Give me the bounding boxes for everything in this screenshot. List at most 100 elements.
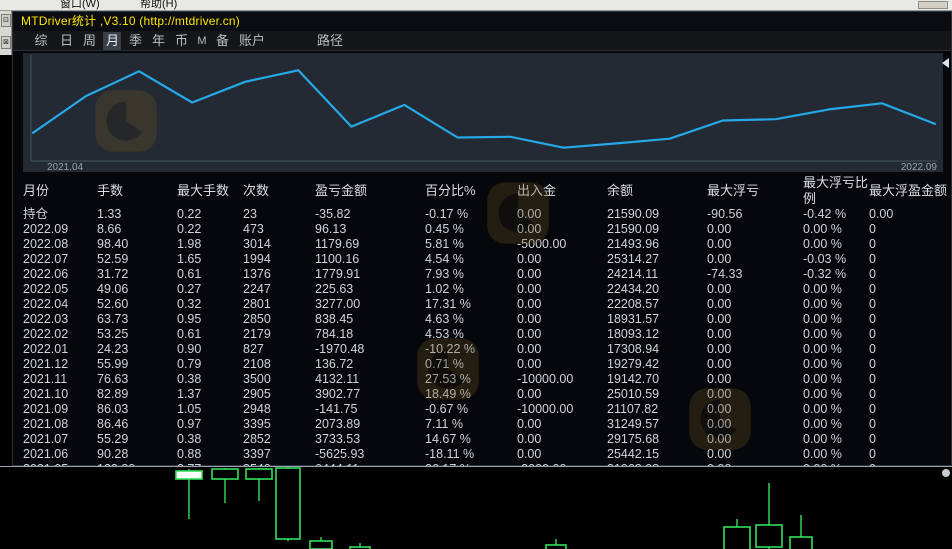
- chart-corner-handle-icon[interactable]: [942, 469, 950, 477]
- table-cell: 0.90: [177, 342, 202, 356]
- menu-item-help[interactable]: 帮助(H): [140, 0, 178, 10]
- table-row[interactable]: 2022.01 24.23 0.90 827 -1970.48 -10.22 % 0.00 1…: [23, 342, 952, 357]
- table-cell: 225.63: [315, 282, 354, 296]
- col-max-lots[interactable]: 最大手数: [177, 183, 230, 198]
- col-lots[interactable]: 手数: [97, 183, 124, 198]
- table-row[interactable]: 2021.09 86.03 1.05 2948 -141.75 -0.67 % -10000…: [23, 402, 952, 417]
- table-cell: 0.00 %: [803, 357, 842, 371]
- table-cell: 98.40: [97, 237, 129, 251]
- table-cell: 0.00: [707, 282, 732, 296]
- candle-body: [309, 540, 333, 549]
- statistics-table-container[interactable]: 月份 手数 最大手数 次数 盈亏金额 百分比% 出入金 余额 最大浮亏 最大浮亏…: [23, 175, 952, 511]
- chart-scroll-handle-icon[interactable]: [942, 58, 949, 68]
- table-cell: 0: [869, 312, 876, 326]
- col-month[interactable]: 月份: [23, 183, 50, 198]
- table-cell: 19142.70: [607, 372, 660, 386]
- left-gutter-toolbar: ⊡ ⊠: [0, 11, 12, 55]
- table-cell: 31.72: [97, 267, 129, 281]
- tab-ji[interactable]: 季: [129, 33, 143, 48]
- table-row[interactable]: 2021.06 90.28 0.88 3397 -5625.93 -18.11 % 0.00…: [23, 447, 952, 462]
- mtdriver-panel: MTDriver统计 ,V3.10 (http://mtdriver.cn) 综…: [12, 11, 952, 511]
- table-row[interactable]: 2021.08 86.46 0.97 3395 2073.89 7.11 % 0.00 312…: [23, 417, 952, 432]
- panel-titlebar: MTDriver统计 ,V3.10 (http://mtdriver.cn): [13, 12, 951, 31]
- tab-bi[interactable]: 币: [175, 33, 189, 48]
- table-row[interactable]: 2022.07 52.59 1.65 1994 1100.16 4.54 % 0.00 253…: [23, 252, 952, 267]
- table-cell: 0.00 %: [803, 387, 842, 401]
- col-count[interactable]: 次数: [243, 183, 270, 198]
- table-cell: 2022.07: [23, 252, 69, 266]
- table-cell: 2905: [243, 387, 271, 401]
- table-cell: 2850: [243, 312, 271, 326]
- table-row[interactable]: 2021.11 76.63 0.38 3500 4132.11 27.53 % -10000…: [23, 372, 952, 387]
- table-cell: 19279.42: [607, 357, 660, 371]
- table-cell: 86.46: [97, 417, 129, 431]
- table-cell: 0.88: [177, 447, 202, 461]
- menu-item-window[interactable]: 窗口(W): [60, 0, 100, 10]
- tab-yue[interactable]: 月: [103, 32, 121, 50]
- tab-nian[interactable]: 年: [152, 33, 166, 48]
- table-row[interactable]: 2021.12 55.99 0.79 2108 136.72 0.71 % 0.00 1927…: [23, 357, 952, 372]
- table-cell: 0: [869, 252, 876, 266]
- table-cell: 17.31 %: [425, 297, 471, 311]
- tab-bei[interactable]: 备: [216, 33, 230, 48]
- table-cell: 0.95: [177, 312, 202, 326]
- table-cell: 25442.15: [607, 447, 660, 461]
- col-percent[interactable]: 百分比%: [425, 183, 476, 198]
- table-cell: 1994: [243, 252, 271, 266]
- table-row[interactable]: 2021.10 82.89 1.37 2905 3902.77 18.49 % 0.00 25…: [23, 387, 952, 402]
- table-row[interactable]: 2022.03 63.73 0.95 2850 838.45 4.63 % 0.00 1893…: [23, 312, 952, 327]
- table-row[interactable]: 2022.04 52.60 0.32 2801 3277.00 17.31 % 0.00 22…: [23, 297, 952, 312]
- table-row[interactable]: 2022.02 53.25 0.61 2179 784.18 4.53 % 0.00 1809…: [23, 327, 952, 342]
- col-max-drawdown-pct[interactable]: 最大浮亏比例: [803, 175, 869, 206]
- table-cell: 0.00: [517, 312, 542, 326]
- table-cell: 3733.53: [315, 432, 361, 446]
- equity-chart[interactable]: 2021.04 2022.09: [23, 53, 949, 173]
- table-cell: 3395: [243, 417, 271, 431]
- table-cell: 7.93 %: [425, 267, 464, 281]
- table-row[interactable]: 2022.05 49.06 0.27 2247 225.63 1.02 % 0.00 2243…: [23, 282, 952, 297]
- tab-zhanghu[interactable]: 账户: [238, 33, 265, 48]
- table-cell: 0.00: [707, 387, 732, 401]
- table-cell: 1779.91: [315, 267, 361, 281]
- table-cell: 持仓: [23, 207, 49, 221]
- tab-ri[interactable]: 日: [60, 33, 74, 48]
- table-row[interactable]: 2021.07 55.29 0.38 2852 3733.53 14.67 % 0.00 29…: [23, 432, 952, 447]
- table-cell: 0.00: [707, 297, 732, 311]
- table-cell: -1970.48: [315, 342, 365, 356]
- table-cell: 1.37: [177, 387, 202, 401]
- table-cell: 0.00: [707, 327, 732, 341]
- col-max-float-profit[interactable]: 最大浮盈金额: [869, 183, 948, 198]
- tab-lujing[interactable]: 路径: [316, 33, 343, 48]
- table-cell: 0: [869, 282, 876, 296]
- table-cell: 0.00: [707, 252, 732, 266]
- table-row[interactable]: 持仓 1.33 0.22 23 -35.82 -0.17 % 0.00 21590.09 -90…: [23, 207, 952, 222]
- col-balance[interactable]: 余额: [607, 183, 634, 198]
- table-cell: 0.45 %: [425, 222, 464, 236]
- table-cell: 2022.08: [23, 237, 69, 251]
- col-max-drawdown[interactable]: 最大浮亏: [707, 183, 760, 198]
- table-cell: 0.00 %: [803, 447, 842, 461]
- tab-zhou[interactable]: 周: [83, 33, 97, 48]
- table-cell: 2179: [243, 327, 271, 341]
- candlestick-svg: [175, 467, 813, 549]
- table-cell: 3277.00: [315, 297, 361, 311]
- tab-zong[interactable]: 综: [34, 33, 48, 48]
- table-row[interactable]: 2022.06 31.72 0.61 1376 1779.91 7.93 % 0.00 242…: [23, 267, 952, 282]
- period-tabbar: 综 日 周 月 季 年 币 M 备 账户 路径: [13, 31, 951, 51]
- panel-title: MTDriver统计 ,V3.10 (http://mtdriver.cn): [21, 14, 240, 28]
- gutter-button-bottom[interactable]: ⊠: [1, 36, 11, 49]
- table-cell: 0.22: [177, 207, 202, 221]
- col-deposit[interactable]: 出入金: [517, 183, 557, 198]
- table-cell: 0.00 %: [803, 342, 842, 356]
- gutter-button-top[interactable]: ⊡: [1, 14, 11, 27]
- table-row[interactable]: 2022.09 8.66 0.22 473 96.13 0.45 % 0.00 21590.0…: [23, 222, 952, 237]
- table-cell: 0: [869, 372, 876, 386]
- table-cell: 0: [869, 402, 876, 416]
- col-profit[interactable]: 盈亏金额: [315, 183, 368, 198]
- table-row[interactable]: 2022.08 98.40 1.98 3014 1179.69 5.81 % -5000.0…: [23, 237, 952, 252]
- price-chart-candles[interactable]: [0, 466, 952, 549]
- tab-m[interactable]: M: [197, 35, 207, 47]
- host-window-controls[interactable]: [918, 1, 948, 9]
- table-cell: 63.73: [97, 312, 129, 326]
